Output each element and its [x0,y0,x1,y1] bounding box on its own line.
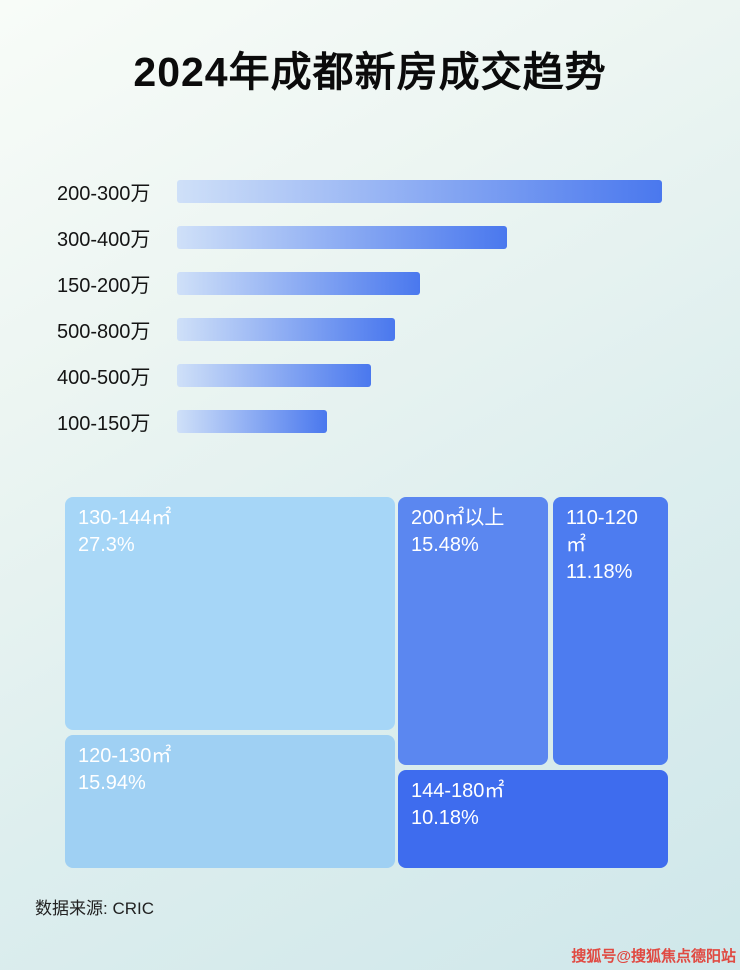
bar-label: 150-200万 [57,275,151,297]
treemap-block-label: 200㎡以上 [411,507,505,529]
bar-row: 400-500万 [57,364,697,389]
data-source-label: 数据来源: CRIC [35,899,154,918]
bar-row: 100-150万 [57,410,697,435]
treemap-block-label: 120-130㎡ [78,745,172,767]
bar [177,318,395,341]
treemap-block-share: 11.18% [566,561,633,583]
bar [177,226,507,249]
bar [177,180,662,203]
treemap-block: 144-180㎡ 10.18% [398,770,668,868]
treemap-block: 110-120㎡ 11.18% [553,497,668,765]
treemap-block-share: 15.48% [411,534,479,556]
bar [177,410,327,433]
bar-label: 100-150万 [57,413,151,435]
bar [177,272,420,295]
treemap-block-label: 110-120㎡ [566,507,638,556]
treemap-block: 200㎡以上 15.48% [398,497,548,765]
treemap-block-share: 15.94% [78,772,146,794]
treemap-block-label: 130-144㎡ [78,507,172,529]
watermark: 搜狐号@搜狐焦点德阳站 [571,948,736,965]
treemap-block-share: 10.18% [411,807,479,829]
bar-row: 500-800万 [57,318,697,343]
bar-row: 300-400万 [57,226,697,251]
bar-label: 500-800万 [57,321,151,343]
bar-row: 150-200万 [57,272,697,297]
treemap-block-label: 144-180㎡ [411,780,505,802]
treemap-block: 120-130㎡ 15.94% [65,735,395,868]
treemap-block: 130-144㎡ 27.3% [65,497,395,730]
price-range-bar-chart: 200-300万 300-400万 150-200万 500-800万 400-500万… [57,180,697,456]
bar [177,364,371,387]
treemap-block-share: 27.3% [78,534,135,556]
bar-label: 200-300万 [57,183,151,205]
area-share-treemap: 130-144㎡ 27.3% 120-130㎡ 15.94% 200㎡以上 15.48% 1… [65,497,668,868]
bar-label: 300-400万 [57,229,151,251]
bar-label: 400-500万 [57,367,151,389]
page-title: 2024年成都新房成交趋势 [133,49,607,95]
bar-row: 200-300万 [57,180,697,205]
